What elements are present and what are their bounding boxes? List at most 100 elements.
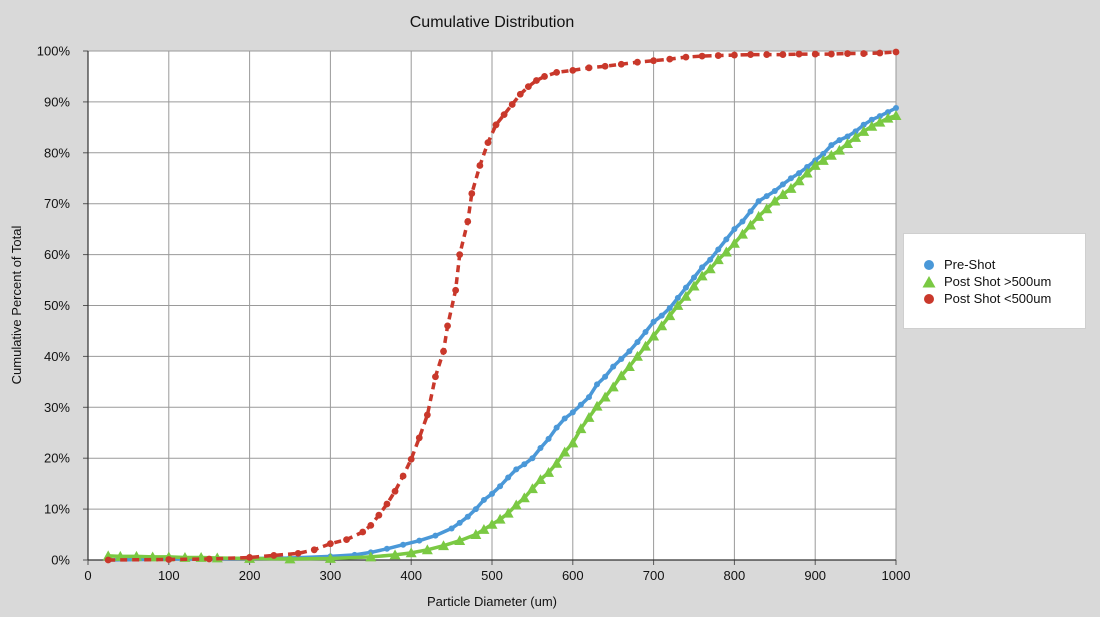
data-point <box>642 328 649 335</box>
data-point <box>407 455 415 463</box>
data-point <box>484 139 492 147</box>
data-point <box>761 203 773 214</box>
data-point <box>102 550 114 561</box>
data-point <box>720 246 732 257</box>
data-point <box>489 490 495 497</box>
legend-marker-post-shot-lt500 <box>924 293 934 304</box>
data-point <box>518 492 530 503</box>
data-point <box>656 320 668 331</box>
x-tick-label: 100 <box>158 568 180 583</box>
series-layer <box>102 48 902 564</box>
data-point <box>833 144 845 155</box>
data-point <box>559 446 571 457</box>
y-tick-label: 80% <box>44 145 70 160</box>
legend-label-post-shot-gt500: Post Shot >500um <box>944 274 1052 289</box>
data-point <box>731 226 738 233</box>
data-point <box>658 312 665 319</box>
x-tick-label: 800 <box>724 568 746 583</box>
data-point <box>585 394 592 401</box>
data-point <box>391 487 399 495</box>
data-point <box>828 142 835 149</box>
x-axis-title: Particle Diameter (um) <box>427 594 557 609</box>
data-point <box>825 149 837 160</box>
data-point <box>383 500 391 508</box>
data-point <box>698 52 706 60</box>
data-point <box>804 164 811 171</box>
series-post-shot-500um <box>102 110 902 564</box>
data-point <box>416 537 423 544</box>
data-point <box>510 499 522 510</box>
data-point <box>607 381 619 392</box>
data-point <box>809 160 821 170</box>
data-point <box>569 409 576 416</box>
data-point <box>688 280 700 291</box>
data-point <box>456 251 464 258</box>
x-tick-label: 600 <box>562 568 584 583</box>
data-point <box>745 219 757 230</box>
data-point <box>383 545 390 552</box>
data-point <box>615 370 627 381</box>
data-point <box>666 305 673 312</box>
data-point <box>785 182 797 193</box>
data-point <box>104 556 112 564</box>
data-point <box>367 521 375 529</box>
data-point <box>650 57 657 65</box>
data-point <box>714 52 722 59</box>
data-point <box>682 284 689 291</box>
legend-item-pre-shot: Pre-Shot <box>922 256 1085 273</box>
data-point <box>543 466 555 477</box>
y-tick-label: 60% <box>44 247 70 262</box>
data-point <box>545 435 552 442</box>
data-point <box>444 322 451 330</box>
data-point <box>541 73 548 80</box>
data-point <box>165 556 173 563</box>
data-point <box>405 547 417 558</box>
data-point <box>513 466 520 473</box>
data-point <box>876 113 883 120</box>
series-line-post-shot-500um <box>108 50 897 562</box>
data-point <box>763 51 771 58</box>
data-point <box>497 483 504 490</box>
data-point <box>664 310 676 321</box>
data-point <box>324 552 336 563</box>
data-point <box>456 519 463 526</box>
data-point <box>874 116 886 127</box>
data-point <box>827 50 835 58</box>
data-point <box>561 415 568 422</box>
x-tick-label: 1000 <box>882 568 911 583</box>
data-point <box>793 175 805 186</box>
data-point <box>284 553 296 564</box>
data-point <box>623 361 635 371</box>
data-point <box>464 218 472 225</box>
data-point <box>492 121 500 129</box>
data-point <box>601 62 609 70</box>
data-point <box>850 132 862 142</box>
data-point <box>672 300 684 310</box>
data-point <box>400 541 407 548</box>
data-point <box>569 66 577 74</box>
data-point <box>707 256 714 263</box>
data-point <box>486 518 498 529</box>
data-point <box>866 120 878 131</box>
data-point <box>747 208 754 215</box>
data-point <box>771 187 778 194</box>
series-post-shot-500um <box>104 48 900 564</box>
legend-marker-post-shot-gt500 <box>922 275 936 287</box>
data-point <box>472 506 479 513</box>
data-point <box>415 434 423 442</box>
y-tick-label: 20% <box>44 451 70 466</box>
x-tick-label: 300 <box>320 568 342 583</box>
data-point <box>452 286 460 294</box>
data-point <box>860 50 868 57</box>
data-point <box>674 294 681 301</box>
data-point <box>421 544 433 555</box>
data-point <box>537 445 544 452</box>
data-point <box>534 474 546 484</box>
y-tick-label: 90% <box>44 94 70 109</box>
data-point <box>755 198 762 205</box>
data-point <box>599 391 611 402</box>
data-point <box>359 528 367 536</box>
data-point <box>327 540 334 548</box>
data-point <box>779 51 787 58</box>
data-point <box>551 457 563 468</box>
